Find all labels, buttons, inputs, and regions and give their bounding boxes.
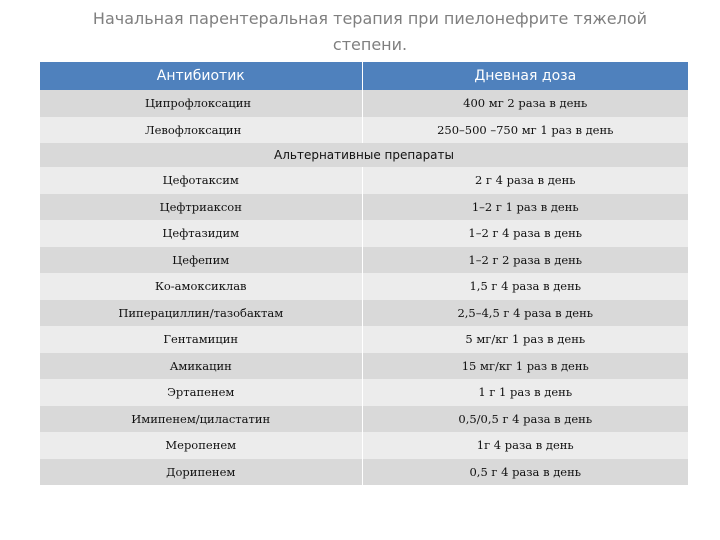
- table-row: Амикацин 15 мг/кг 1 раз в день: [40, 352, 688, 379]
- drug-name-cell: Цефтриаксон: [40, 193, 363, 220]
- table-row: Имипенем/циластатин 0,5/0,5 г 4 раза в д…: [40, 405, 688, 432]
- drug-name-cell: Меропенем: [40, 432, 363, 459]
- dose-cell: 1–2 г 2 раза в день: [362, 246, 688, 273]
- dose-cell: 1г 4 раза в день: [362, 432, 688, 459]
- table-row: Пиперациллин/тазобактам 2,5–4,5 г 4 раза…: [40, 299, 688, 326]
- drug-name-cell: Цефотаксим: [40, 167, 363, 194]
- dose-cell: 5 мг/кг 1 раз в день: [362, 326, 688, 353]
- table-row: Цефепим 1–2 г 2 раза в день: [40, 246, 688, 273]
- drug-name-cell: Ципрофлоксацин: [40, 90, 363, 117]
- table-header-row: Антибиотик Дневная доза: [40, 62, 688, 90]
- drug-name-cell: Амикацин: [40, 352, 363, 379]
- table-row: Ко-амоксиклав 1,5 г 4 раза в день: [40, 273, 688, 300]
- drug-name-cell: Пиперациллин/тазобактам: [40, 299, 363, 326]
- drug-name-cell: Ко-амоксиклав: [40, 273, 363, 300]
- dose-cell: 400 мг 2 раза в день: [362, 90, 688, 117]
- dose-cell: 1–2 г 1 раз в день: [362, 193, 688, 220]
- drug-name-cell: Цефтазидим: [40, 220, 363, 247]
- table-row: Гентамицин 5 мг/кг 1 раз в день: [40, 326, 688, 353]
- dose-cell: 0,5/0,5 г 4 раза в день: [362, 405, 688, 432]
- table-row: Цефтазидим 1–2 г 4 раза в день: [40, 220, 688, 247]
- dose-cell: 1–2 г 4 раза в день: [362, 220, 688, 247]
- dose-cell: 2,5–4,5 г 4 раза в день: [362, 299, 688, 326]
- section-row: Альтернативные препараты: [40, 143, 688, 167]
- slide-title: Начальная парентеральная терапия при пие…: [92, 9, 648, 54]
- table-row: Эртапенем 1 г 1 раз в день: [40, 379, 688, 406]
- dose-cell: 250–500 –750 мг 1 раз в день: [362, 116, 688, 143]
- table-row: Левофлоксацин 250–500 –750 мг 1 раз в де…: [40, 116, 688, 143]
- antibiotic-dose-table: Антибиотик Дневная доза Ципрофлоксацин 4…: [40, 62, 688, 485]
- table-row: Дорипенем 0,5 г 4 раза в день: [40, 458, 688, 485]
- section-label: Альтернативные препараты: [40, 143, 688, 167]
- dose-cell: 1,5 г 4 раза в день: [362, 273, 688, 300]
- header-antibiotic: Антибиотик: [40, 62, 363, 90]
- table-row: Цефтриаксон 1–2 г 1 раз в день: [40, 193, 688, 220]
- drug-name-cell: Имипенем/циластатин: [40, 405, 363, 432]
- dose-cell: 15 мг/кг 1 раз в день: [362, 352, 688, 379]
- drug-name-cell: Эртапенем: [40, 379, 363, 406]
- header-daily-dose: Дневная доза: [362, 62, 688, 90]
- table-row: Ципрофлоксацин 400 мг 2 раза в день: [40, 90, 688, 117]
- table-row: Цефотаксим 2 г 4 раза в день: [40, 167, 688, 194]
- table-row: Меропенем 1г 4 раза в день: [40, 432, 688, 459]
- dose-cell: 1 г 1 раз в день: [362, 379, 688, 406]
- drug-name-cell: Цефепим: [40, 246, 363, 273]
- dose-cell: 2 г 4 раза в день: [362, 167, 688, 194]
- drug-name-cell: Дорипенем: [40, 458, 363, 485]
- drug-name-cell: Левофлоксацин: [40, 116, 363, 143]
- dose-cell: 0,5 г 4 раза в день: [362, 458, 688, 485]
- drug-name-cell: Гентамицин: [40, 326, 363, 353]
